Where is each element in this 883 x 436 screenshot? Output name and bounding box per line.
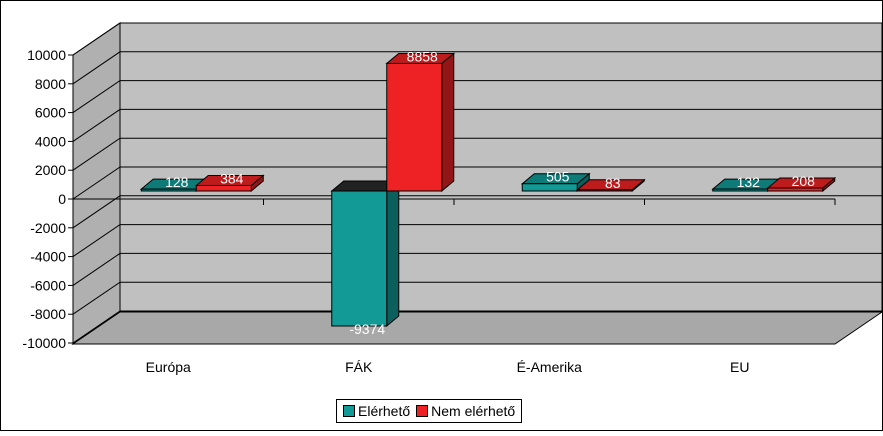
- y-tick-label: -4000: [30, 249, 66, 265]
- y-tick-label: 6000: [35, 105, 66, 121]
- x-tick-label: É-Amerika: [517, 359, 583, 375]
- data-label: 132: [737, 174, 761, 190]
- data-label: 8858: [407, 48, 438, 64]
- gridline: [72, 252, 882, 286]
- gridline: [72, 108, 882, 142]
- x-tick-label: FÁK: [345, 359, 373, 375]
- gridline: [72, 224, 882, 258]
- legend-swatch-nem-elerheto: [416, 405, 429, 417]
- y-tick-label: 0: [58, 191, 66, 207]
- bar: [386, 62, 443, 192]
- y-tick-label: 2000: [35, 162, 66, 178]
- y-tick-label: -2000: [30, 220, 66, 236]
- gridline: [72, 22, 882, 56]
- x-tick-label: Európa: [146, 359, 191, 375]
- gridline: [72, 51, 882, 85]
- y-tick-label: 10000: [27, 47, 66, 63]
- bar: [521, 183, 578, 192]
- bar-side: [386, 179, 400, 328]
- bar: [767, 187, 824, 192]
- gridline: [72, 137, 882, 171]
- floor: [71, 311, 883, 345]
- gridline: [72, 310, 882, 344]
- y-tick-label: -6000: [30, 277, 66, 293]
- y-tick-label: -8000: [30, 306, 66, 322]
- legend-item-elerheto: Elérhető: [343, 403, 410, 419]
- legend-item-nem-elerheto: Nem elérhető: [416, 403, 515, 419]
- bar-side: [441, 52, 455, 193]
- gridline: [72, 80, 882, 114]
- data-label: 208: [792, 173, 816, 189]
- data-label: 128: [165, 174, 189, 190]
- legend-label-elerheto: Elérhető: [358, 403, 411, 419]
- data-label: 505: [546, 169, 570, 185]
- bar: [331, 190, 388, 327]
- data-label: 83: [605, 175, 621, 191]
- y-tick-label: 4000: [35, 133, 66, 149]
- y-tick-label: -10000: [22, 335, 66, 351]
- gridline: [72, 281, 882, 315]
- legend: Elérhető Nem elérhető: [336, 399, 523, 423]
- data-label: 384: [220, 170, 244, 186]
- legend-label-nem-elerheto: Nem elérhető: [431, 403, 516, 419]
- gridline: [72, 195, 882, 229]
- legend-swatch-elerheto: [343, 405, 355, 417]
- bar: [576, 189, 633, 192]
- x-tick-label: EU: [730, 359, 749, 375]
- y-tick-label: 8000: [35, 76, 66, 92]
- bar: [195, 184, 252, 192]
- data-label: -9374: [349, 321, 385, 337]
- gridline: [72, 166, 882, 200]
